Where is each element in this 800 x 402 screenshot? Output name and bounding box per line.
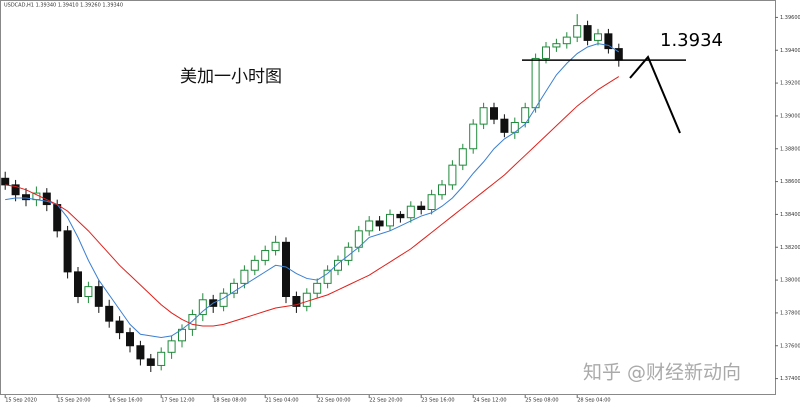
candle-body	[396, 213, 405, 219]
y-tick-label: 1.38600	[780, 179, 800, 185]
candle-body	[105, 305, 114, 322]
candle-body	[188, 314, 197, 330]
candle-body	[313, 282, 322, 294]
chart-title: 美加一小时图	[180, 67, 282, 87]
x-tick-label: 22 Sep 20:00	[369, 398, 402, 402]
candle-body	[74, 271, 82, 297]
candle-body	[365, 220, 374, 232]
candle-body	[157, 351, 166, 366]
y-tick-label: 1.38400	[780, 212, 800, 218]
candle-body	[22, 194, 30, 201]
y-tick-label: 1.37800	[780, 310, 800, 316]
candle-body	[115, 320, 124, 334]
candle-body	[250, 259, 259, 271]
x-tick-label: 18 Sep 08:00	[213, 398, 246, 402]
candle-body	[126, 332, 134, 347]
y-tick-label: 1.37600	[780, 343, 800, 349]
x-tick-label: 28 Sep 04:00	[577, 398, 610, 402]
moving-average	[5, 43, 620, 339]
watermark: 知乎 @财经新动向	[583, 362, 741, 384]
x-tick-label: 24 Sep 12:00	[473, 398, 506, 402]
candle-body	[344, 246, 353, 261]
candle-body	[261, 250, 270, 261]
candle-body	[167, 340, 176, 353]
candle-body	[198, 299, 207, 316]
candle-body	[11, 184, 20, 196]
x-tick-label: 16 Sep 16:00	[109, 398, 142, 402]
y-tick-label: 1.39000	[780, 113, 800, 119]
candle-body	[469, 123, 478, 150]
candle-body	[521, 107, 530, 123]
x-tick-label: 21 Sep 04:00	[265, 398, 298, 402]
x-tick-label: 17 Sep 12:00	[161, 398, 194, 402]
candle-body	[542, 46, 550, 59]
candle-body	[594, 33, 602, 41]
candle-body	[302, 292, 311, 307]
candle-body	[323, 269, 332, 284]
candle-body	[271, 241, 280, 252]
y-tick-label: 1.38800	[780, 146, 800, 152]
y-tick-label: 1.39400	[780, 48, 800, 54]
candle-body	[282, 241, 290, 297]
candle-body	[490, 107, 498, 120]
x-tick-label: 23 Sep 16:00	[421, 398, 454, 402]
candle-body	[53, 204, 62, 232]
candle-body	[604, 33, 613, 50]
candle-body	[240, 269, 249, 284]
candle-body	[84, 286, 93, 297]
candle-body	[500, 118, 509, 133]
symbol-info: USDCAD,H1 1.39340 1.39410 1.39260 1.3934…	[4, 3, 123, 9]
candle-body	[94, 286, 103, 307]
candle-body	[42, 192, 51, 206]
candle-body	[552, 43, 561, 48]
candle-body	[406, 205, 415, 219]
y-tick-label: 1.39600	[780, 15, 800, 21]
candle-body	[573, 25, 582, 38]
x-tick-label: 15 Sep 20:00	[57, 398, 90, 402]
y-tick-label: 1.39200	[780, 81, 800, 87]
candle-body	[479, 107, 488, 125]
candle-body	[427, 194, 436, 210]
candle-body	[334, 259, 342, 271]
y-tick-label: 1.37400	[780, 376, 800, 382]
candle-body	[375, 220, 384, 227]
plot-layer: 1.37400 1.37600 1.37800 1.38000 1.38200 1.384…	[1, 14, 800, 402]
candle-body	[1, 177, 10, 186]
candle-body	[531, 57, 540, 109]
hand-drawn-wedge	[629, 55, 681, 134]
candle-body	[146, 358, 155, 366]
candle-body	[562, 36, 571, 45]
x-tick-label: 22 Sep 00:00	[317, 398, 350, 402]
level-label: 1.3934	[660, 30, 723, 51]
candle-body	[458, 148, 467, 166]
y-tick-label: 1.38000	[780, 278, 800, 284]
candle-body	[63, 230, 72, 273]
moving-average	[5, 76, 620, 327]
candle-body	[230, 282, 238, 294]
candle-body	[448, 164, 457, 186]
x-tick-label: 15 Sep 2020	[5, 398, 37, 402]
candle-body	[417, 205, 426, 210]
candle-body	[136, 345, 145, 360]
candle-body	[386, 213, 394, 227]
candle-body	[583, 25, 592, 41]
x-tick-label: 25 Sep 08:00	[525, 398, 558, 402]
candle-body	[438, 184, 446, 196]
candle-body	[292, 296, 301, 307]
y-tick-label: 1.38200	[780, 245, 800, 251]
plot-frame	[0, 0, 776, 395]
